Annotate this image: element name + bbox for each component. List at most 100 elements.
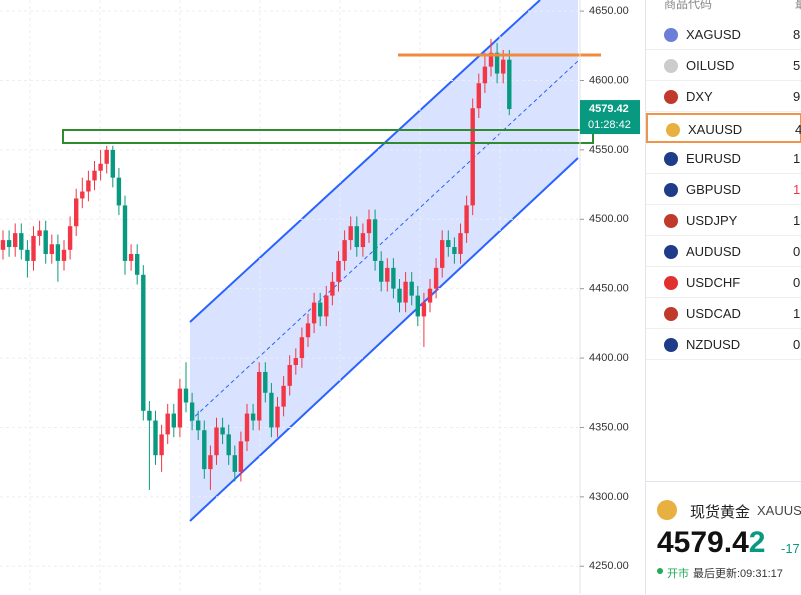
symbol: USDCHF bbox=[686, 275, 741, 290]
candle-body bbox=[250, 413, 256, 421]
candle-body bbox=[37, 230, 42, 236]
candle-body bbox=[263, 371, 268, 393]
price: 5 bbox=[793, 58, 801, 73]
quote-change: -17 bbox=[781, 541, 800, 556]
candle-body bbox=[311, 302, 317, 324]
symbol: NZDUSD bbox=[686, 337, 741, 352]
candle-body bbox=[177, 388, 183, 428]
candle-body bbox=[25, 249, 30, 261]
symbol: GBPUSD bbox=[686, 182, 741, 197]
watchlist-row[interactable]: OILUSD 5 bbox=[646, 51, 801, 81]
price-label-bg bbox=[580, 100, 640, 135]
candle-body bbox=[257, 371, 262, 421]
candle-body bbox=[464, 205, 469, 234]
candle-body bbox=[275, 406, 280, 428]
symbol-icon bbox=[664, 59, 678, 73]
symbol-icon bbox=[664, 90, 678, 104]
candle-body bbox=[86, 180, 91, 192]
candle-body bbox=[446, 240, 451, 248]
y-tick-label: 4350.00 bbox=[589, 421, 629, 433]
price: 15 bbox=[793, 213, 801, 228]
candle-body bbox=[220, 427, 225, 435]
candle-body bbox=[494, 52, 500, 74]
watchlist-row[interactable]: EURUSD 1.1 bbox=[646, 144, 801, 174]
candle-body bbox=[226, 434, 231, 456]
candle-body bbox=[141, 274, 146, 411]
symbol: USDJPY bbox=[686, 213, 738, 228]
watchlist-row[interactable]: DXY 9 bbox=[646, 82, 801, 112]
candle-body bbox=[43, 230, 48, 254]
watchlist-row[interactable]: GBPUSD 1.3 bbox=[646, 175, 801, 205]
candle-body bbox=[19, 233, 24, 250]
price: 45 bbox=[795, 122, 801, 137]
candle-body bbox=[385, 267, 390, 282]
price: 1.1 bbox=[793, 151, 801, 166]
quote-price: 4579.42 bbox=[657, 526, 765, 560]
candle-body bbox=[98, 163, 103, 171]
y-tick-label: 4600.00 bbox=[589, 74, 629, 86]
quote-name: 现货黄金 bbox=[690, 504, 751, 521]
candle-body bbox=[360, 233, 366, 248]
watchlist-row[interactable]: XAUUSD 45 bbox=[646, 113, 801, 143]
watchlist: 商品代码 最 XAGUSD 8 OILUSD 5 DXY 9 XAUUSD 45 EURUSD 1.… bbox=[645, 0, 801, 594]
candle-body bbox=[507, 59, 512, 110]
candle-body bbox=[189, 402, 195, 421]
candle-body bbox=[61, 249, 67, 261]
symbol-icon bbox=[664, 276, 678, 290]
candle-body bbox=[330, 281, 335, 296]
watchlist-row[interactable]: USDCHF 0.7 bbox=[646, 268, 801, 298]
candle-body bbox=[281, 385, 286, 407]
candle-body bbox=[397, 288, 402, 303]
candle-body bbox=[110, 149, 115, 178]
candle-body bbox=[415, 295, 420, 317]
candle-body bbox=[379, 260, 384, 282]
candle-body bbox=[153, 420, 158, 456]
watchlist-row[interactable]: USDJPY 15 bbox=[646, 206, 801, 236]
y-tick-label: 4500.00 bbox=[589, 213, 629, 225]
candle-body bbox=[214, 427, 219, 456]
candle-body bbox=[67, 226, 73, 250]
candle-body bbox=[92, 170, 97, 181]
y-tick-label: 4400.00 bbox=[589, 352, 629, 364]
candle-body bbox=[104, 149, 109, 164]
candle-body bbox=[165, 413, 170, 435]
candle-body bbox=[287, 365, 292, 386]
status-dot bbox=[657, 568, 663, 574]
header: 商品代码 最 bbox=[646, 0, 801, 18]
channel-fill bbox=[190, 0, 578, 521]
quote-panel: 现货黄金 XAUUSD 4579.42 -17 开市 最后更新:09:31:17 bbox=[645, 481, 801, 595]
candle-body bbox=[470, 108, 475, 206]
watchlist-row[interactable]: AUDUSD 0.6 bbox=[646, 237, 801, 267]
candle-body bbox=[238, 441, 244, 472]
symbol: OILUSD bbox=[686, 58, 735, 73]
quote-updated: 最后更新:09:31:17 bbox=[693, 568, 783, 580]
candle-body bbox=[135, 253, 140, 275]
candle-body bbox=[196, 420, 201, 431]
candle-body bbox=[74, 198, 79, 227]
gold-icon bbox=[657, 500, 677, 520]
candle-body bbox=[55, 244, 61, 261]
price: 0.5 bbox=[793, 337, 801, 352]
candle-body bbox=[232, 455, 237, 472]
price: 0.6 bbox=[793, 244, 801, 259]
candle-body bbox=[440, 240, 445, 268]
watchlist-row[interactable]: NZDUSD 0.5 bbox=[646, 330, 801, 360]
watchlist-row[interactable]: XAGUSD 8 bbox=[646, 20, 801, 50]
quote-symbol: XAUUSD bbox=[757, 503, 801, 518]
y-tick-label: 4300.00 bbox=[589, 491, 629, 503]
candle-body bbox=[354, 226, 359, 248]
candle-body bbox=[488, 52, 494, 67]
candle-body bbox=[391, 267, 396, 289]
symbol-icon bbox=[664, 245, 678, 259]
candle-body bbox=[244, 413, 250, 442]
candle-body bbox=[372, 219, 378, 261]
watchlist-row[interactable]: USDCAD 1.3 bbox=[646, 299, 801, 329]
header-price: 最 bbox=[795, 0, 801, 10]
symbol-icon bbox=[664, 338, 678, 352]
candle-body bbox=[458, 233, 463, 254]
price-label: 4579.42 bbox=[589, 103, 629, 115]
candle-body bbox=[202, 430, 207, 470]
symbol: USDCAD bbox=[686, 306, 741, 321]
price: 0.7 bbox=[793, 275, 801, 290]
